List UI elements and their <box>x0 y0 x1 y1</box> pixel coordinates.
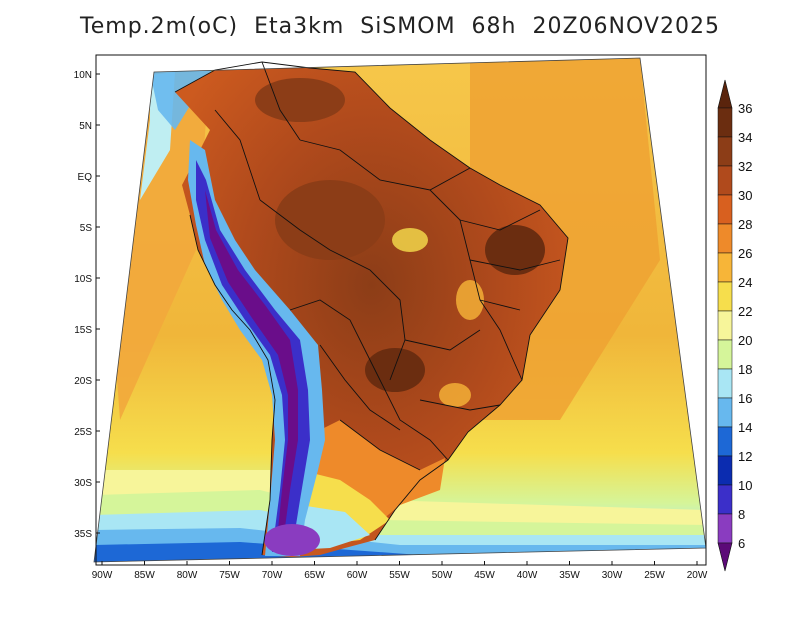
colorbar-label: 36 <box>738 101 752 116</box>
colorbar-label: 6 <box>738 536 745 551</box>
colorbar-swatch <box>717 310 733 341</box>
lat-tick-label: 30S <box>74 478 92 489</box>
highland-spot <box>456 280 484 320</box>
colorbar-swatch <box>717 513 733 544</box>
colorbar-swatch <box>717 252 733 283</box>
patagonia-cold-patch <box>264 524 320 556</box>
lon-tick-label: 30W <box>602 570 623 581</box>
lon-tick-label: 25W <box>644 570 665 581</box>
lon-tick-label: 65W <box>304 570 325 581</box>
colorbar-swatch <box>717 368 733 399</box>
lat-tick-label: 35S <box>74 529 92 540</box>
lat-tick-label: 15S <box>74 325 92 336</box>
colorbar-label: 14 <box>738 420 752 435</box>
lon-tick-label: 80W <box>177 570 198 581</box>
lat-tick-label: 5S <box>80 223 93 234</box>
colorbar-swatch <box>717 194 733 225</box>
colorbar-swatch <box>717 484 733 515</box>
lon-tick-label: 20W <box>687 570 708 581</box>
colorbar-swatch <box>717 455 733 486</box>
colorbar-label: 30 <box>738 188 752 203</box>
lat-tick-label: 10S <box>74 274 92 285</box>
lon-tick-label: 55W <box>389 570 410 581</box>
colorbar-label: 20 <box>738 333 752 348</box>
lat-tick-label: 25S <box>74 427 92 438</box>
colorbar-label: 32 <box>738 159 752 174</box>
amazon-hot-patch <box>275 180 385 260</box>
colorbar-label: 26 <box>738 246 752 261</box>
highland-spot <box>439 383 471 407</box>
plot-area-frame <box>95 54 707 566</box>
colorbar-label: 22 <box>738 304 752 319</box>
map-title: Temp.2m(oC) Eta3km SiSMOM 68h 20Z06NOV20… <box>80 14 720 39</box>
colorbar-swatch <box>717 426 733 457</box>
venezuela-hot-patch <box>255 78 345 122</box>
lat-tick-label: 5N <box>79 121 92 132</box>
colorbar-swatch <box>717 281 733 312</box>
andes-coldest-band <box>205 190 298 550</box>
pantanal-hot-patch <box>365 348 425 392</box>
lat-tick-label: 10N <box>74 70 92 81</box>
colorbar-label: 18 <box>738 362 752 377</box>
colorbar-swatch <box>717 165 733 196</box>
continent-land <box>175 62 568 557</box>
colorbar-label: 28 <box>738 217 752 232</box>
lon-tick-label: 35W <box>559 570 580 581</box>
lon-tick-label: 45W <box>474 570 495 581</box>
latitude-axis: 10N 5N EQ 5S 10S 15S 20S 25S 30S 35S <box>74 70 100 540</box>
lon-tick-label: 60W <box>347 570 368 581</box>
country-borders <box>174 61 569 556</box>
colorbar-swatch <box>717 136 733 167</box>
colorbar-label: 12 <box>738 449 752 464</box>
lon-tick-label: 75W <box>219 570 240 581</box>
colorbar-label: 8 <box>738 507 745 522</box>
lon-tick-label: 40W <box>517 570 538 581</box>
lon-tick-label: 70W <box>262 570 283 581</box>
colorbar-label: 10 <box>738 478 752 493</box>
lon-tick-label: 85W <box>134 570 155 581</box>
lon-tick-label: 50W <box>432 570 453 581</box>
colorbar-swatch <box>717 223 733 254</box>
lon-tick-label: 90W <box>92 570 113 581</box>
colorbar-top-arrow <box>717 79 733 109</box>
highland-spot <box>392 228 428 252</box>
colorbar-swatch <box>717 339 733 370</box>
lat-tick-label: EQ <box>78 172 93 183</box>
northeast-hot-patch <box>485 225 545 275</box>
longitude-axis: 90W 85W 80W 75W 70W 65W 60W 55W 50W 45W 40W 35W 30W 2… <box>92 561 708 581</box>
colorbar-label: 24 <box>738 275 752 290</box>
colorbar: 36 34 32 30 28 26 24 22 20 18 16 14 12 10 8 6 <box>717 79 752 572</box>
lat-tick-label: 20S <box>74 376 92 387</box>
colorbar-label: 34 <box>738 130 752 145</box>
temperature-field <box>94 58 706 562</box>
colorbar-label: 16 <box>738 391 752 406</box>
colorbar-swatch <box>717 107 733 138</box>
colorbar-swatch <box>717 397 733 428</box>
colorbar-bottom-arrow <box>717 542 733 572</box>
